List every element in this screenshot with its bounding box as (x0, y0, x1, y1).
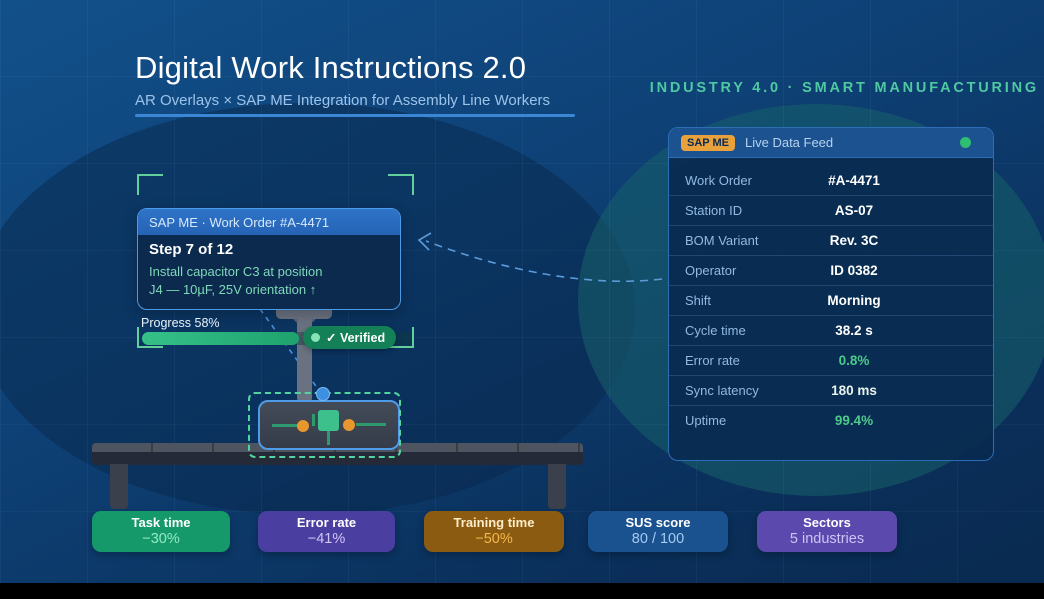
feed-row: Operator ID 0382 (669, 255, 993, 285)
ar-selection-dashed-box (248, 392, 401, 458)
feed-row-label: BOM Variant (685, 233, 759, 248)
stat-card: Training time −50% (424, 511, 564, 552)
instruction-line-2: J4 — 10µF, 25V orientation ↑ (149, 282, 317, 297)
verified-label: ✓ Verified (326, 331, 386, 345)
page-title: Digital Work Instructions 2.0 (135, 50, 527, 85)
stat-card-label: Task time (131, 515, 191, 530)
viewfinder-bracket-top-right-icon (388, 174, 414, 195)
feed-row-value: 180 ms (831, 383, 877, 398)
title-underline (135, 114, 575, 117)
feed-row-value: 99.4% (834, 413, 874, 428)
feed-row: Station ID AS-07 (669, 195, 993, 225)
stat-card-label: Sectors (803, 515, 851, 530)
stat-card-value: −41% (307, 531, 346, 547)
workbench-apron (92, 452, 583, 465)
pcb-board (258, 400, 400, 450)
feed-row-label: Shift (685, 293, 712, 308)
stat-card-value: −30% (142, 531, 180, 547)
stat-card-value: 5 industries (789, 531, 865, 547)
feed-row-label: Station ID (685, 203, 743, 218)
verified-dot-icon (311, 333, 320, 342)
feed-row-value: ID 0382 (830, 263, 878, 278)
live-status-dot-icon (960, 137, 971, 148)
feed-row: BOM Variant Rev. 3C (669, 225, 993, 255)
ar-card-header: SAP ME · Work Order #A-4471 (138, 209, 400, 235)
capacitor-icon (318, 410, 339, 431)
ar-instruction-card: SAP ME · Work Order #A-4471 Step 7 of 12… (137, 208, 401, 310)
circuit-trace (327, 431, 330, 445)
circuit-trace (356, 423, 386, 426)
feed-row-value: 38.2 s (835, 323, 873, 338)
feed-row-value: #A-4471 (828, 173, 880, 188)
ar-anchor-dot-icon (316, 387, 330, 401)
live-data-feed-panel: SAP ME Live Data Feed Work Order #A-4471 S… (668, 127, 994, 461)
stat-card: Task time −30% (92, 511, 230, 552)
viewfinder-bracket-bottom-right-icon (388, 327, 414, 348)
viewfinder-bracket-bottom-left-icon (137, 327, 163, 348)
feed-row: Sync latency 180 ms (669, 375, 993, 405)
stat-card: SUS score 80 / 100 (588, 511, 728, 552)
feed-row-label: Sync latency (685, 383, 759, 398)
workbench-leg-right (548, 464, 566, 509)
circuit-trace (272, 424, 300, 427)
progress-label: Progress 58% (141, 316, 220, 330)
stat-card: Error rate −41% (258, 511, 395, 552)
feed-row: Cycle time 38.2 s (669, 315, 993, 345)
step-indicator: Step 7 of 12 (149, 241, 234, 258)
feed-row-value: AS-07 (834, 203, 874, 218)
letterbox-bar (0, 583, 1044, 599)
panel-title: Live Data Feed (744, 135, 834, 150)
panel-header: SAP ME Live Data Feed (669, 128, 993, 158)
progress-fill (142, 332, 299, 345)
workbench-leg-left (110, 464, 128, 509)
feed-row-value: Rev. 3C (829, 233, 879, 248)
feed-row-label: Uptime (685, 413, 727, 428)
circuit-trace (312, 414, 315, 426)
ar-card-body: Step 7 of 12 Install capacitor C3 at pos… (138, 235, 400, 305)
stat-card-label: Training time (453, 515, 535, 530)
instruction-line-1: Install capacitor C3 at position (149, 264, 323, 279)
stat-card-value: −50% (475, 531, 513, 547)
feed-row-label: Cycle time (685, 323, 746, 338)
instruction-text: Install capacitor C3 at position J4 — 10… (149, 263, 389, 299)
industry-tagline: INDUSTRY 4.0 · SMART MANUFACTURING (649, 80, 1039, 96)
feed-row-label: Work Order (685, 173, 752, 188)
feed-row: Shift Morning (669, 285, 993, 315)
component-dot-icon (297, 420, 309, 432)
feed-row: Work Order #A-4471 (669, 166, 993, 195)
feed-row-value: Morning (827, 293, 881, 308)
feed-row-value: 0.8% (838, 353, 870, 368)
feed-row: Uptime 99.4% (669, 405, 993, 435)
stat-card-label: Error rate (296, 515, 357, 530)
stat-card: Sectors 5 industries (757, 511, 897, 552)
page-subtitle: AR Overlays × SAP ME Integration for Ass… (135, 92, 551, 109)
data-feed-rows: Work Order #A-4471 Station ID AS-07 BOM Vari… (669, 158, 993, 435)
feed-row: Error rate 0.8% (669, 345, 993, 375)
viewfinder-bracket-top-left-icon (137, 174, 163, 195)
stat-card-value: 80 / 100 (631, 531, 685, 547)
sap-me-badge: SAP ME (681, 134, 735, 151)
feed-row-label: Error rate (685, 353, 740, 368)
feed-row-label: Operator (685, 263, 737, 278)
stat-card-label: SUS score (625, 515, 691, 530)
component-dot-icon (343, 419, 355, 431)
verified-badge: ✓ Verified (303, 326, 397, 349)
